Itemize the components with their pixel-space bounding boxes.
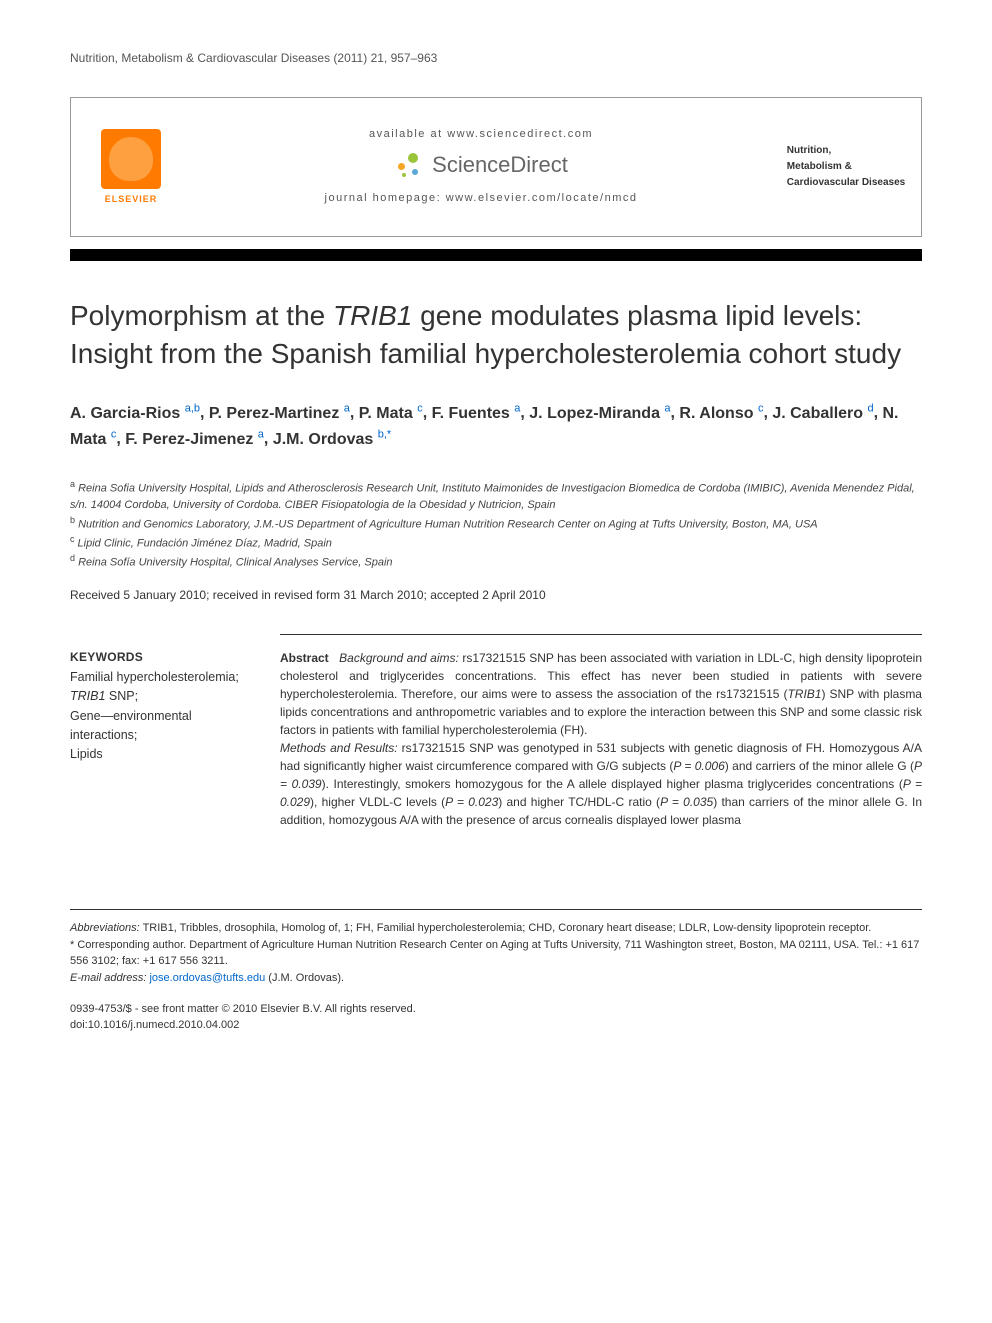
author-list: A. Garcia-Rios a,b, P. Perez-Martinez a,… bbox=[70, 400, 922, 452]
author: F. Perez-Jimenez a bbox=[125, 431, 264, 448]
author: P. Perez-Martinez a bbox=[209, 405, 350, 422]
author: J. Lopez-Miranda a bbox=[529, 405, 670, 422]
keyword-item: Gene—environmental interactions; bbox=[70, 707, 250, 746]
author: A. Garcia-Rios a,b bbox=[70, 405, 200, 422]
affiliation: a Reina Sofia University Hospital, Lipid… bbox=[70, 478, 922, 514]
title-pre: Polymorphism at the bbox=[70, 300, 333, 331]
abstract-methods-text2: ) and carriers of the minor allele G ( bbox=[725, 759, 914, 773]
abbrev-text: TRIB1, Tribbles, drosophila, Homolog of,… bbox=[140, 922, 872, 934]
keywords-list: Familial hypercholesterolemia;TRIB1 SNP;… bbox=[70, 668, 250, 765]
author: R. Alonso c bbox=[679, 405, 763, 422]
sciencedirect-brand: ScienceDirect bbox=[394, 150, 568, 181]
abstract-p4: P = 0.023 bbox=[445, 795, 498, 809]
keyword-item: TRIB1 SNP; bbox=[70, 687, 250, 706]
abbreviations-line: Abbreviations: TRIB1, Tribbles, drosophi… bbox=[70, 920, 922, 937]
abstract-methods-label: Methods and Results: bbox=[280, 741, 398, 755]
masthead: ELSEVIER available at www.sciencedirect.… bbox=[70, 97, 922, 237]
copyright-line1: 0939-4753/$ - see front matter © 2010 El… bbox=[70, 1002, 922, 1018]
affiliation: d Reina Sofía University Hospital, Clini… bbox=[70, 552, 922, 571]
email-link[interactable]: jose.ordovas@tufts.edu bbox=[149, 972, 265, 984]
sciencedirect-dots-icon bbox=[394, 151, 424, 181]
journal-cover-title: Nutrition, Metabolism & Cardiovascular D… bbox=[787, 143, 905, 191]
elsevier-tree-icon bbox=[101, 129, 161, 189]
article-dates: Received 5 January 2010; received in rev… bbox=[70, 587, 922, 604]
author: J. Caballero d bbox=[772, 405, 873, 422]
journal-cover-line: Metabolism & bbox=[787, 159, 905, 175]
keywords-column: KEYWORDS Familial hypercholesterolemia;T… bbox=[70, 649, 250, 829]
copyright-block: 0939-4753/$ - see front matter © 2010 El… bbox=[70, 1002, 922, 1034]
abstract-rule bbox=[280, 634, 922, 635]
doi-line: doi:10.1016/j.numecd.2010.04.002 bbox=[70, 1018, 922, 1034]
journal-homepage-text: journal homepage: www.elsevier.com/locat… bbox=[325, 191, 638, 206]
available-at-text: available at www.sciencedirect.com bbox=[369, 127, 593, 142]
abstract-methods-text4: ), higher VLDL-C levels ( bbox=[310, 795, 445, 809]
corresponding-author-line: * Corresponding author. Department of Ag… bbox=[70, 937, 922, 970]
elsevier-wordmark: ELSEVIER bbox=[105, 193, 158, 206]
masthead-center: available at www.sciencedirect.com Scien… bbox=[191, 98, 771, 236]
affiliations: a Reina Sofia University Hospital, Lipid… bbox=[70, 478, 922, 571]
author: J.M. Ordovas b,* bbox=[273, 431, 391, 448]
abstract-p1: P = 0.006 bbox=[673, 759, 724, 773]
sciencedirect-text: ScienceDirect bbox=[432, 150, 568, 181]
elsevier-logo: ELSEVIER bbox=[91, 117, 171, 217]
affiliation: b Nutrition and Genomics Laboratory, J.M… bbox=[70, 514, 922, 533]
email-who: (J.M. Ordovas). bbox=[265, 972, 344, 984]
running-head: Nutrition, Metabolism & Cardiovascular D… bbox=[70, 50, 922, 67]
abstract-label: Abstract bbox=[280, 651, 329, 665]
abstract-methods-text3: ). Interestingly, smokers homozygous for… bbox=[322, 777, 903, 791]
title-gene: TRIB1 bbox=[333, 300, 412, 331]
publisher-logo-cell: ELSEVIER bbox=[71, 98, 191, 236]
abstract-column: Abstract Background and aims: rs17321515… bbox=[280, 649, 922, 829]
corr-text: Department of Agriculture Human Nutritio… bbox=[70, 939, 919, 968]
journal-cover-line: Cardiovascular Diseases bbox=[787, 175, 905, 191]
abstract-methods-text5: ) and higher TC/HDL-C ratio ( bbox=[498, 795, 660, 809]
footnotes: Abbreviations: TRIB1, Tribbles, drosophi… bbox=[70, 920, 922, 986]
footnote-rule bbox=[70, 909, 922, 910]
abstract-background-label: Background and aims: bbox=[339, 651, 459, 665]
abstract-p5: P = 0.035 bbox=[660, 795, 713, 809]
black-divider-bar bbox=[70, 249, 922, 261]
article-title: Polymorphism at the TRIB1 gene modulates… bbox=[70, 297, 922, 373]
author: P. Mata c bbox=[359, 405, 423, 422]
keyword-item: Lipids bbox=[70, 745, 250, 764]
keywords-abstract-row: KEYWORDS Familial hypercholesterolemia;T… bbox=[70, 649, 922, 829]
journal-cover-cell: Nutrition, Metabolism & Cardiovascular D… bbox=[771, 98, 921, 236]
corr-label: * Corresponding author. bbox=[70, 939, 186, 951]
abbrev-label: Abbreviations: bbox=[70, 922, 140, 934]
abstract-text: Abstract Background and aims: rs17321515… bbox=[280, 649, 922, 829]
email-label: E-mail address: bbox=[70, 972, 146, 984]
keyword-item: Familial hypercholesterolemia; bbox=[70, 668, 250, 687]
author: F. Fuentes a bbox=[432, 405, 521, 422]
affiliation: c Lipid Clinic, Fundación Jiménez Díaz, … bbox=[70, 533, 922, 552]
journal-cover-line: Nutrition, bbox=[787, 143, 905, 159]
abstract-gene: TRIB1 bbox=[787, 687, 821, 701]
keywords-heading: KEYWORDS bbox=[70, 649, 250, 666]
email-line: E-mail address: jose.ordovas@tufts.edu (… bbox=[70, 970, 922, 987]
